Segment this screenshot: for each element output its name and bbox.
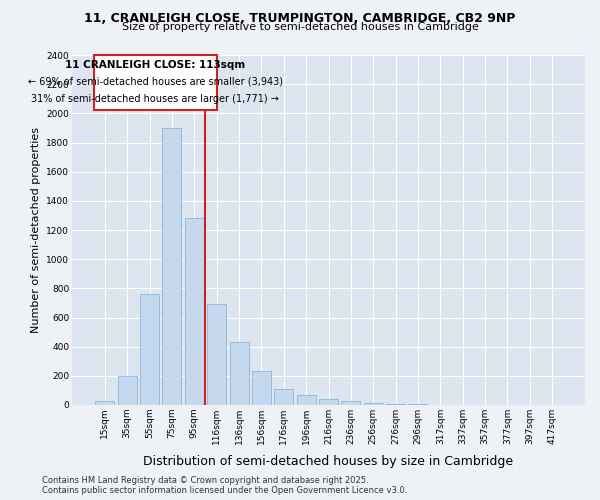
Text: 11 CRANLEIGH CLOSE: 113sqm: 11 CRANLEIGH CLOSE: 113sqm — [65, 60, 245, 70]
Bar — [252, 372, 271, 405]
Bar — [319, 399, 338, 405]
Bar — [296, 395, 316, 405]
Text: 11, CRANLEIGH CLOSE, TRUMPINGTON, CAMBRIDGE, CB2 9NP: 11, CRANLEIGH CLOSE, TRUMPINGTON, CAMBRI… — [85, 12, 515, 26]
Text: ← 69% of semi-detached houses are smaller (3,943): ← 69% of semi-detached houses are smalle… — [28, 77, 283, 87]
FancyBboxPatch shape — [94, 55, 217, 110]
Y-axis label: Number of semi-detached properties: Number of semi-detached properties — [31, 127, 41, 333]
Bar — [185, 218, 204, 405]
Bar — [230, 342, 248, 405]
Bar — [386, 404, 405, 405]
Text: 31% of semi-detached houses are larger (1,771) →: 31% of semi-detached houses are larger (… — [31, 94, 279, 104]
Bar — [409, 404, 427, 405]
Bar — [341, 402, 361, 405]
Text: Contains HM Land Registry data © Crown copyright and database right 2025.
Contai: Contains HM Land Registry data © Crown c… — [42, 476, 407, 495]
Text: Size of property relative to semi-detached houses in Cambridge: Size of property relative to semi-detach… — [122, 22, 478, 32]
Bar — [163, 128, 181, 405]
Bar — [140, 294, 159, 405]
X-axis label: Distribution of semi-detached houses by size in Cambridge: Distribution of semi-detached houses by … — [143, 456, 514, 468]
Bar — [274, 389, 293, 405]
Bar — [364, 403, 383, 405]
Bar — [95, 400, 115, 405]
Bar — [207, 304, 226, 405]
Bar — [118, 376, 137, 405]
